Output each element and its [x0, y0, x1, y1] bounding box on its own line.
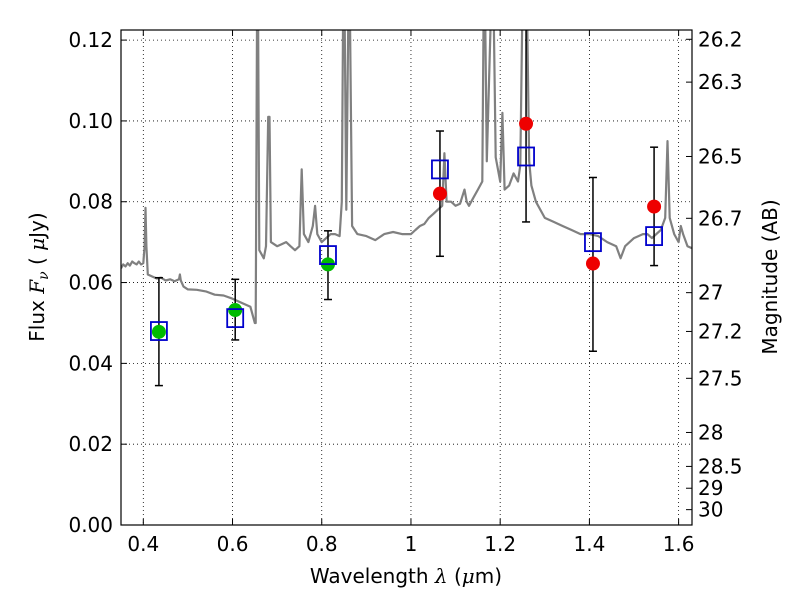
model-point	[584, 232, 602, 253]
y-axis-label: Flux Fν ( μJy)	[25, 212, 52, 341]
y-tick-label: 0.12	[68, 28, 113, 52]
x-tick-label: 0.4	[127, 532, 159, 556]
model-point	[431, 159, 449, 180]
data-point	[519, 116, 534, 131]
x-axis-label: Wavelength λ (μm)	[310, 564, 502, 588]
model-point	[226, 308, 245, 329]
magnitude-tick-label: 26.2	[698, 27, 743, 51]
magnitude-tick-label: 26.7	[698, 206, 743, 230]
y-tick-label: 0.06	[68, 271, 113, 295]
error-bars	[154, 30, 659, 387]
data-point	[228, 303, 243, 318]
x-tick-label: 0.8	[306, 532, 338, 556]
model-spectrum	[121, 30, 692, 325]
data-point	[432, 186, 447, 201]
model-point	[517, 146, 535, 167]
model-point	[645, 226, 663, 246]
data-point	[647, 199, 662, 214]
y-tick-label: 0.04	[68, 351, 113, 375]
x-tick-label: 1.4	[573, 532, 605, 556]
model-point	[319, 245, 337, 265]
y-tick-label: 0.10	[68, 109, 113, 133]
x-tick-label: 1	[405, 532, 418, 556]
y-axis-ticks: 0.00 0.02 0.04 0.06 0.08 0.10 0.12	[68, 28, 127, 537]
grid	[121, 30, 692, 525]
model-point	[150, 321, 168, 341]
magnitude-tick-label: 27.2	[698, 319, 743, 343]
magnitude-tick-label: 27.5	[698, 366, 743, 390]
x-tick-label: 1.2	[484, 532, 516, 556]
magnitude-tick-label: 28.5	[698, 454, 743, 478]
y-tick-label: 0.08	[68, 190, 113, 214]
x-tick-label: 0.6	[217, 532, 249, 556]
markers	[150, 116, 663, 341]
magnitude-tick-label: 26.5	[698, 144, 743, 168]
magnitude-tick-label: 26.3	[698, 70, 743, 94]
y-tick-label: 0.00	[68, 513, 113, 537]
x-axis-ticks: 0.4 0.6 0.8 1 1.2 1.4 1.6	[127, 30, 695, 556]
data-point	[151, 324, 166, 339]
magnitude-tick-label: 29	[698, 476, 723, 500]
spectrum-line	[121, 30, 692, 325]
data-point	[585, 256, 600, 271]
magnitude-tick-label: 28	[698, 420, 723, 444]
plot-frame	[120, 29, 693, 526]
x-tick-label: 1.6	[663, 532, 695, 556]
magnitude-axis-label: Magnitude (AB)	[758, 199, 782, 354]
magnitude-tick-label: 30	[698, 498, 723, 522]
y-tick-label: 0.02	[68, 432, 113, 456]
magnitude-tick-label: 27	[698, 281, 723, 305]
